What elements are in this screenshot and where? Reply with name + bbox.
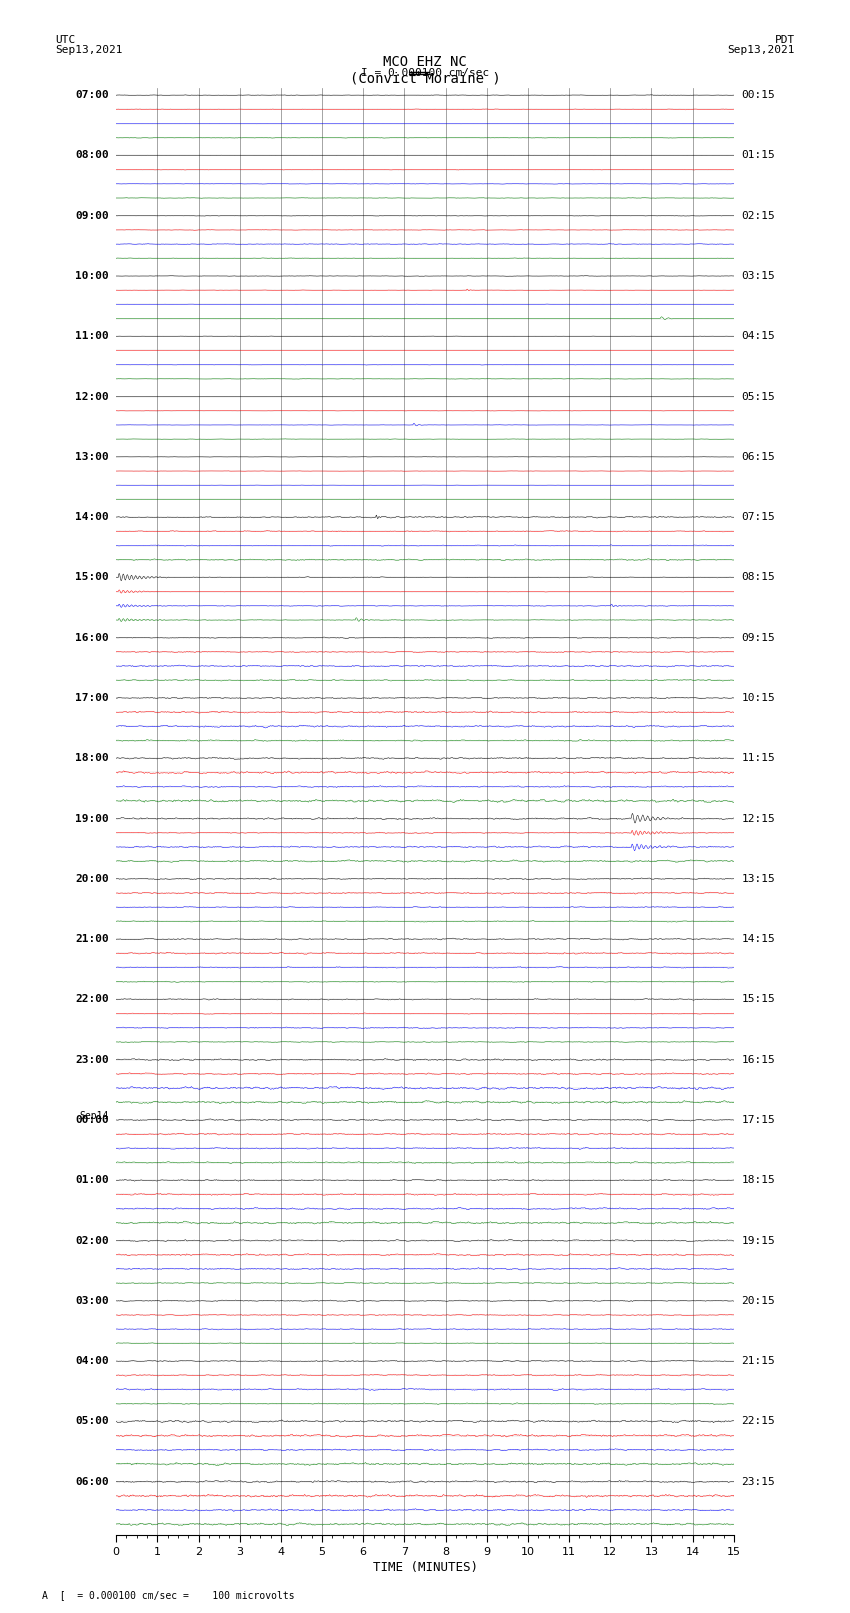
Text: 19:15: 19:15 (741, 1236, 775, 1245)
Text: 16:15: 16:15 (741, 1055, 775, 1065)
Text: 23:00: 23:00 (75, 1055, 109, 1065)
Text: 10:00: 10:00 (75, 271, 109, 281)
Text: A  [  = 0.000100 cm/sec =    100 microvolts: A [ = 0.000100 cm/sec = 100 microvolts (42, 1590, 295, 1600)
Text: 21:00: 21:00 (75, 934, 109, 944)
Text: 00:00: 00:00 (75, 1115, 109, 1124)
Text: 13:00: 13:00 (75, 452, 109, 461)
Text: 10:15: 10:15 (741, 694, 775, 703)
Text: 08:00: 08:00 (75, 150, 109, 160)
Text: 01:15: 01:15 (741, 150, 775, 160)
Text: 23:15: 23:15 (741, 1476, 775, 1487)
Text: I = 0.000100 cm/sec: I = 0.000100 cm/sec (361, 68, 489, 77)
Text: 14:15: 14:15 (741, 934, 775, 944)
Text: 22:15: 22:15 (741, 1416, 775, 1426)
Text: 12:15: 12:15 (741, 813, 775, 824)
Text: 02:00: 02:00 (75, 1236, 109, 1245)
Title: MCO EHZ NC
(Convict Moraine ): MCO EHZ NC (Convict Moraine ) (349, 55, 501, 85)
Text: 16:00: 16:00 (75, 632, 109, 642)
Text: 22:00: 22:00 (75, 994, 109, 1005)
Text: 09:15: 09:15 (741, 632, 775, 642)
X-axis label: TIME (MINUTES): TIME (MINUTES) (372, 1561, 478, 1574)
Text: 21:15: 21:15 (741, 1357, 775, 1366)
Text: 09:00: 09:00 (75, 211, 109, 221)
Text: Sep13,2021: Sep13,2021 (55, 45, 122, 55)
Text: 11:15: 11:15 (741, 753, 775, 763)
Text: 20:15: 20:15 (741, 1295, 775, 1307)
Text: 15:00: 15:00 (75, 573, 109, 582)
Text: 06:00: 06:00 (75, 1476, 109, 1487)
Text: 05:15: 05:15 (741, 392, 775, 402)
Text: 12:00: 12:00 (75, 392, 109, 402)
Text: 08:15: 08:15 (741, 573, 775, 582)
Text: 20:00: 20:00 (75, 874, 109, 884)
Text: 07:00: 07:00 (75, 90, 109, 100)
Text: PDT: PDT (774, 35, 795, 45)
Text: UTC: UTC (55, 35, 76, 45)
Text: 03:00: 03:00 (75, 1295, 109, 1307)
Text: 17:00: 17:00 (75, 694, 109, 703)
Text: 15:15: 15:15 (741, 994, 775, 1005)
Text: 04:00: 04:00 (75, 1357, 109, 1366)
Text: 04:15: 04:15 (741, 331, 775, 342)
Text: 00:15: 00:15 (741, 90, 775, 100)
Text: 14:00: 14:00 (75, 513, 109, 523)
Text: 17:15: 17:15 (741, 1115, 775, 1124)
Text: 02:15: 02:15 (741, 211, 775, 221)
Text: Sep14: Sep14 (79, 1111, 109, 1121)
Text: 01:00: 01:00 (75, 1176, 109, 1186)
Text: 03:15: 03:15 (741, 271, 775, 281)
Text: 07:15: 07:15 (741, 513, 775, 523)
Text: 18:15: 18:15 (741, 1176, 775, 1186)
Text: 05:00: 05:00 (75, 1416, 109, 1426)
Text: 13:15: 13:15 (741, 874, 775, 884)
Text: 11:00: 11:00 (75, 331, 109, 342)
Text: Sep13,2021: Sep13,2021 (728, 45, 795, 55)
Text: 06:15: 06:15 (741, 452, 775, 461)
Text: 19:00: 19:00 (75, 813, 109, 824)
Text: 18:00: 18:00 (75, 753, 109, 763)
